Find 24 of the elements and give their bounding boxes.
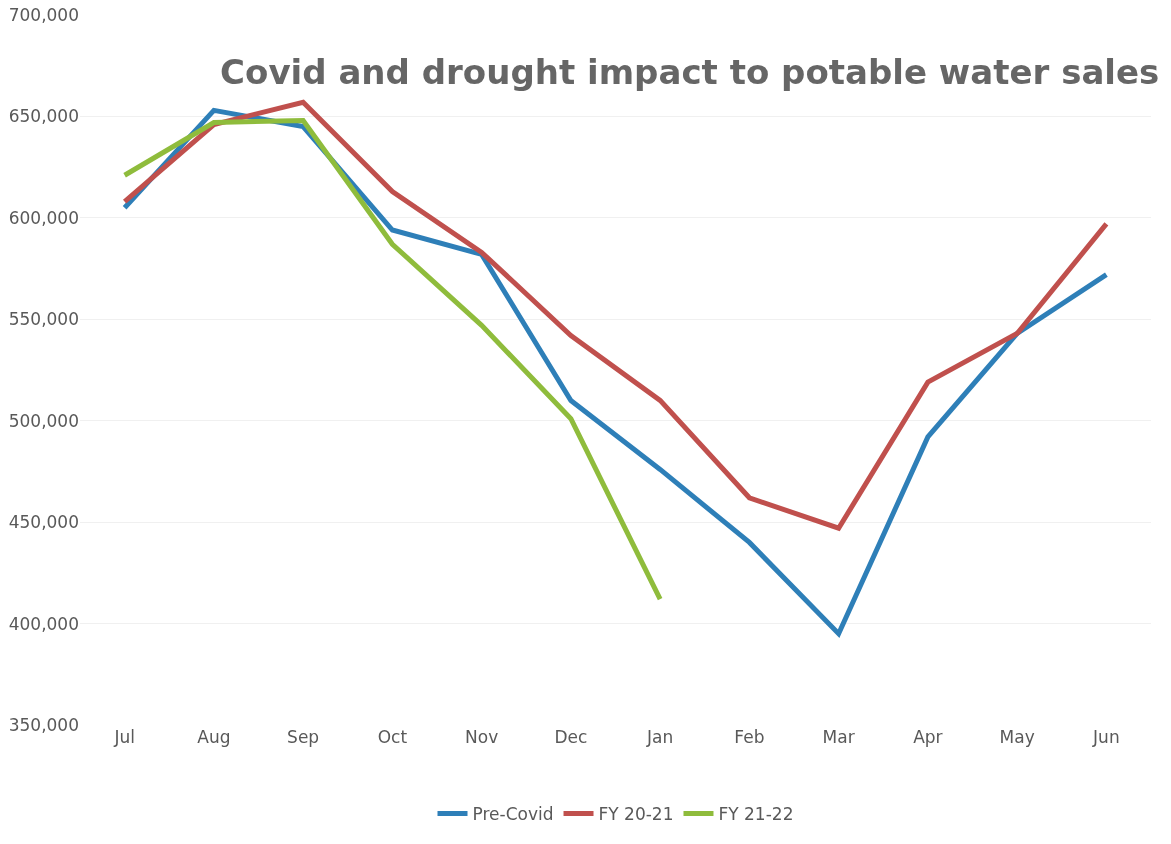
x-tick-label: Aug bbox=[197, 727, 231, 747]
x-tick-label: Mar bbox=[822, 727, 855, 747]
text: Covid and drought impact to potable water sales bbox=[220, 51, 1160, 92]
legend-label: FY 21-22 bbox=[718, 804, 794, 825]
y-tick-label: 400,000 bbox=[8, 613, 79, 634]
y-tick-label: 650,000 bbox=[8, 106, 79, 127]
x-tick-label: Jun bbox=[1092, 727, 1120, 747]
x-tick-label: Jul bbox=[113, 727, 135, 747]
y-tick-label: 600,000 bbox=[8, 207, 79, 228]
x-tick-label: Feb bbox=[734, 727, 765, 747]
y-tick-label: 550,000 bbox=[8, 309, 79, 330]
legend-label: Pre-Covid bbox=[472, 804, 554, 825]
y-tick-label: 350,000 bbox=[8, 714, 79, 735]
x-tick-label: Sep bbox=[287, 727, 320, 747]
y-tick-label: 700,000 bbox=[8, 4, 79, 25]
x-tick-label: Apr bbox=[913, 727, 943, 747]
x-tick-label: Dec bbox=[554, 727, 588, 747]
x-tick-label: Nov bbox=[465, 727, 499, 747]
legend-label: FY 20-21 bbox=[598, 804, 674, 825]
y-tick-label: 450,000 bbox=[8, 512, 79, 533]
x-tick-label: Oct bbox=[377, 727, 408, 747]
x-tick-label: May bbox=[999, 727, 1035, 747]
y-tick-label: 500,000 bbox=[8, 410, 79, 431]
x-tick-label: Jan bbox=[646, 727, 674, 747]
